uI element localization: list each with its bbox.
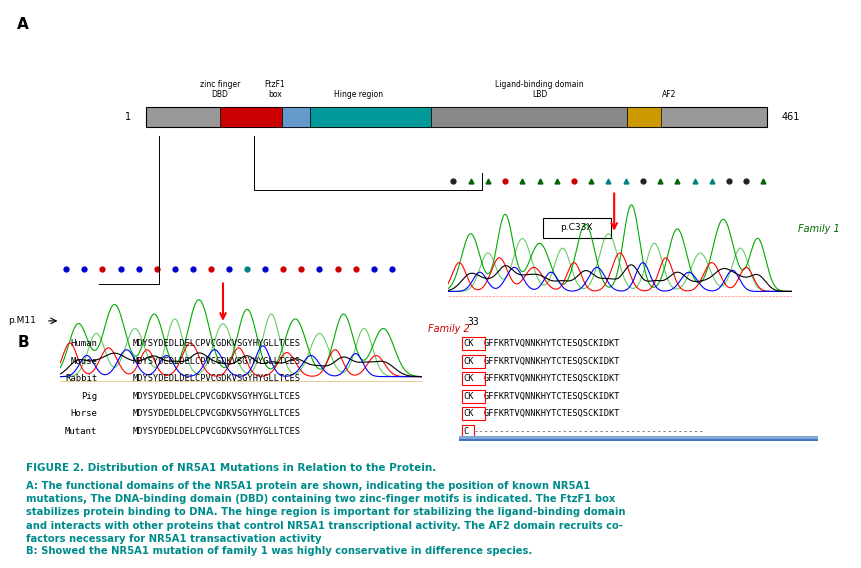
Text: Mouse: Mouse xyxy=(71,357,97,366)
Text: p.C33X: p.C33X xyxy=(560,223,592,232)
Text: GFFKRTVQNNKHYTCTESQSCKIDKT: GFFKRTVQNNKHYTCTESQSCKIDKT xyxy=(484,410,621,418)
Text: B: B xyxy=(17,335,29,350)
Text: MDYSYDEDLDELCPVCGDKVSGYHYGLLTCES: MDYSYDEDLDELCPVCGDKVSGYHYGLLTCES xyxy=(133,374,300,383)
Bar xyxy=(459,438,861,441)
Bar xyxy=(459,436,861,438)
Bar xyxy=(146,107,767,127)
Text: A: The functional domains of the NR5A1 protein are shown, indicating the positio: A: The functional domains of the NR5A1 p… xyxy=(26,481,625,544)
Text: CK: CK xyxy=(463,339,474,348)
Text: CK: CK xyxy=(463,357,474,366)
Bar xyxy=(431,107,627,127)
Text: zinc finger
DBD: zinc finger DBD xyxy=(200,80,240,99)
FancyBboxPatch shape xyxy=(0,311,51,331)
Text: MDYSYDEDLDELCPVCGDKVSGYHYGLLTCES: MDYSYDEDLDELCPVCGDKVSGYHYGLLTCES xyxy=(133,339,300,348)
Bar xyxy=(462,407,485,420)
Bar xyxy=(462,355,485,368)
Text: Hinge region: Hinge region xyxy=(334,90,383,99)
Text: 1: 1 xyxy=(126,112,132,122)
Text: Rabbit: Rabbit xyxy=(65,374,97,383)
Text: GFFKRTVQNNKHYTCTESQSCKIDKT: GFFKRTVQNNKHYTCTESQSCKIDKT xyxy=(484,339,621,348)
Bar xyxy=(462,337,485,350)
Text: MDYSYDEDLDELCPVCGDKVSGYHYGLLTCES: MDYSYDEDLDELCPVCGDKVSGYHYGLLTCES xyxy=(133,410,300,418)
Text: AF2: AF2 xyxy=(662,90,677,99)
Text: 461: 461 xyxy=(781,112,800,122)
Text: MDYSYDEDLDELCPVCGDKVSGYHYGLLTCES: MDYSYDEDLDELCPVCGDKVSGYHYGLLTCES xyxy=(133,357,300,366)
Text: Mutant: Mutant xyxy=(65,427,97,436)
Text: CK: CK xyxy=(463,374,474,383)
Text: Family 2: Family 2 xyxy=(428,324,469,333)
Bar xyxy=(462,390,485,403)
Text: GFFKRTVQNNKHYTCTESQSCKIDKT: GFFKRTVQNNKHYTCTESQSCKIDKT xyxy=(484,374,621,383)
Text: Family 1: Family 1 xyxy=(798,224,839,234)
Text: 33: 33 xyxy=(468,317,480,327)
Text: Ligand-binding domain
LBD: Ligand-binding domain LBD xyxy=(495,80,584,99)
Bar xyxy=(462,425,474,438)
Bar xyxy=(627,107,661,127)
Bar xyxy=(310,107,431,127)
Bar xyxy=(220,107,282,127)
Text: GFFKRTVQNNKHYTCTESQSCKIDKT: GFFKRTVQNNKHYTCTESQSCKIDKT xyxy=(484,392,621,401)
Text: C: C xyxy=(463,427,468,436)
Text: B: Showed the NR5A1 mutation of family 1 was highly conservative in difference s: B: Showed the NR5A1 mutation of family 1… xyxy=(26,546,532,557)
Text: p.M11: p.M11 xyxy=(8,316,35,325)
Text: FIGURE 2. Distribution of NR5A1 Mutations in Relation to the Protein.: FIGURE 2. Distribution of NR5A1 Mutation… xyxy=(26,463,436,473)
Text: MDYSYDEDLDELCPVCGDKVSGYHYGLLTCES: MDYSYDEDLDELCPVCGDKVSGYHYGLLTCES xyxy=(133,392,300,401)
Text: --------------------------------------------: ----------------------------------------… xyxy=(474,427,704,436)
FancyBboxPatch shape xyxy=(543,218,610,237)
Bar xyxy=(282,107,310,127)
Text: GFFKRTVQNNKHYTCTESQSCKIDKT: GFFKRTVQNNKHYTCTESQSCKIDKT xyxy=(484,357,621,366)
Text: Human: Human xyxy=(71,339,97,348)
Text: FtzF1
box: FtzF1 box xyxy=(264,80,285,99)
Text: A: A xyxy=(17,17,29,32)
Text: Horse: Horse xyxy=(71,410,97,418)
Bar xyxy=(462,372,485,385)
Text: Pig: Pig xyxy=(81,392,97,401)
Text: CK: CK xyxy=(463,392,474,401)
Text: CK: CK xyxy=(463,410,474,418)
Text: MDYSYDEDLDELCPVCGDKVSGYHYGLLTCES: MDYSYDEDLDELCPVCGDKVSGYHYGLLTCES xyxy=(133,427,300,436)
